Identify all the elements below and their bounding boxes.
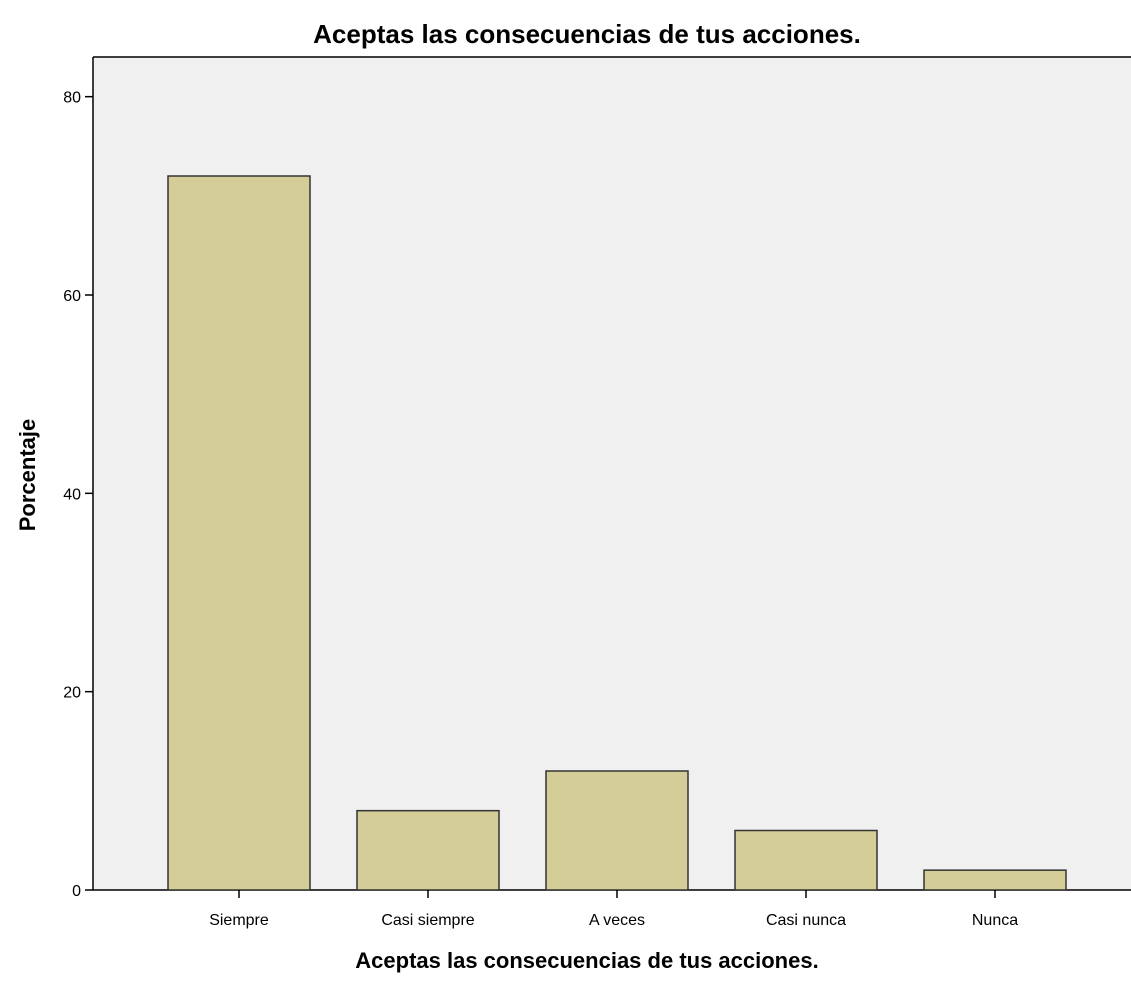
x-tick-label: Casi siempre [381, 912, 474, 929]
y-tick-label: 60 [63, 288, 81, 305]
bar-casi-nunca [734, 829, 878, 891]
y-tick-label: 20 [63, 685, 81, 702]
bar-a-veces [545, 770, 689, 891]
y-axis-title: Porcentaje [15, 419, 40, 532]
bars-group [167, 175, 1067, 891]
x-axis-ticks: Siempre Casi siempre A veces Casi nunca Nunc… [209, 890, 1018, 929]
x-tick-label: A veces [589, 912, 645, 929]
x-tick-label: Nunca [972, 912, 1018, 929]
bar-siempre [167, 175, 311, 891]
x-tick-label: Casi nunca [766, 912, 846, 929]
bar-nunca [923, 869, 1067, 891]
x-axis-title: Aceptas las consecuencias de tus accione… [355, 948, 818, 973]
x-tick-label: Siempre [209, 912, 269, 929]
y-axis-ticks: 0 20 40 60 80 [63, 90, 93, 900]
chart-title: Aceptas las consecuencias de tus accione… [313, 19, 861, 49]
bar-casi-siempre [356, 809, 500, 891]
y-tick-label: 0 [72, 883, 81, 900]
y-tick-label: 40 [63, 486, 81, 503]
y-tick-label: 80 [63, 90, 81, 107]
